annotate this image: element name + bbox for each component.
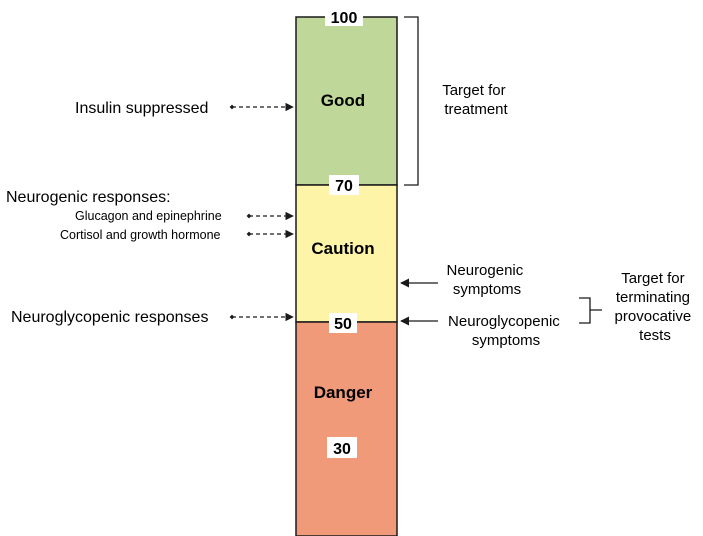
- label-target-treatment-line1: Target for: [442, 82, 505, 99]
- label-insulin-suppressed: Insulin suppressed: [75, 100, 208, 117]
- label-target-terminating-line1: Target for: [621, 270, 684, 287]
- label-neurogenic-responses: Neurogenic responses:: [6, 189, 171, 206]
- label-neuroglycopenic-symptoms: Neuroglycopenic symptoms: [448, 313, 564, 349]
- label-neuroglycopenic-symptoms-line2: symptoms: [472, 332, 540, 349]
- label-target-treatment-line2: treatment: [444, 101, 508, 118]
- zone-label-caution: Caution: [311, 239, 374, 258]
- label-neurogenic-symptoms-line1: Neurogenic: [447, 262, 524, 279]
- zone-good: [295, 16, 398, 186]
- label-target-terminating: Target for terminating provocative tests: [615, 270, 696, 344]
- label-cortisol-growth-hormone: Cortisol and growth hormone: [60, 228, 221, 242]
- label-neurogenic-symptoms: Neurogenic symptoms: [447, 262, 528, 298]
- label-target-terminating-line3: provocative: [615, 308, 692, 325]
- tick-bg-50: [329, 313, 357, 333]
- tick-label-50: 50: [334, 316, 352, 333]
- label-target-terminating-line2: terminating: [616, 289, 690, 306]
- zone-caution: [295, 184, 398, 323]
- zone-danger: [295, 321, 398, 536]
- tick-bg-30: [327, 437, 357, 458]
- tick-label-30: 30: [333, 441, 351, 458]
- tick-bg-70: [329, 175, 359, 195]
- tick-bg-100: [325, 8, 363, 26]
- bracket-target-treatment: [404, 16, 419, 186]
- label-neuroglycopenic-responses: Neuroglycopenic responses: [11, 309, 208, 326]
- tick-label-70: 70: [335, 178, 353, 195]
- label-target-treatment: Target for treatment: [442, 82, 510, 118]
- tick-label-100: 100: [331, 10, 358, 27]
- zone-label-danger: Danger: [314, 383, 373, 402]
- label-neurogenic-symptoms-line2: symptoms: [453, 281, 521, 298]
- label-neuroglycopenic-symptoms-line1: Neuroglycopenic: [448, 313, 560, 330]
- label-target-terminating-line4: tests: [639, 327, 671, 344]
- bracket-target-terminating: [579, 297, 602, 324]
- label-glucagon-epinephrine: Glucagon and epinephrine: [75, 209, 222, 223]
- zone-label-good: Good: [321, 91, 365, 110]
